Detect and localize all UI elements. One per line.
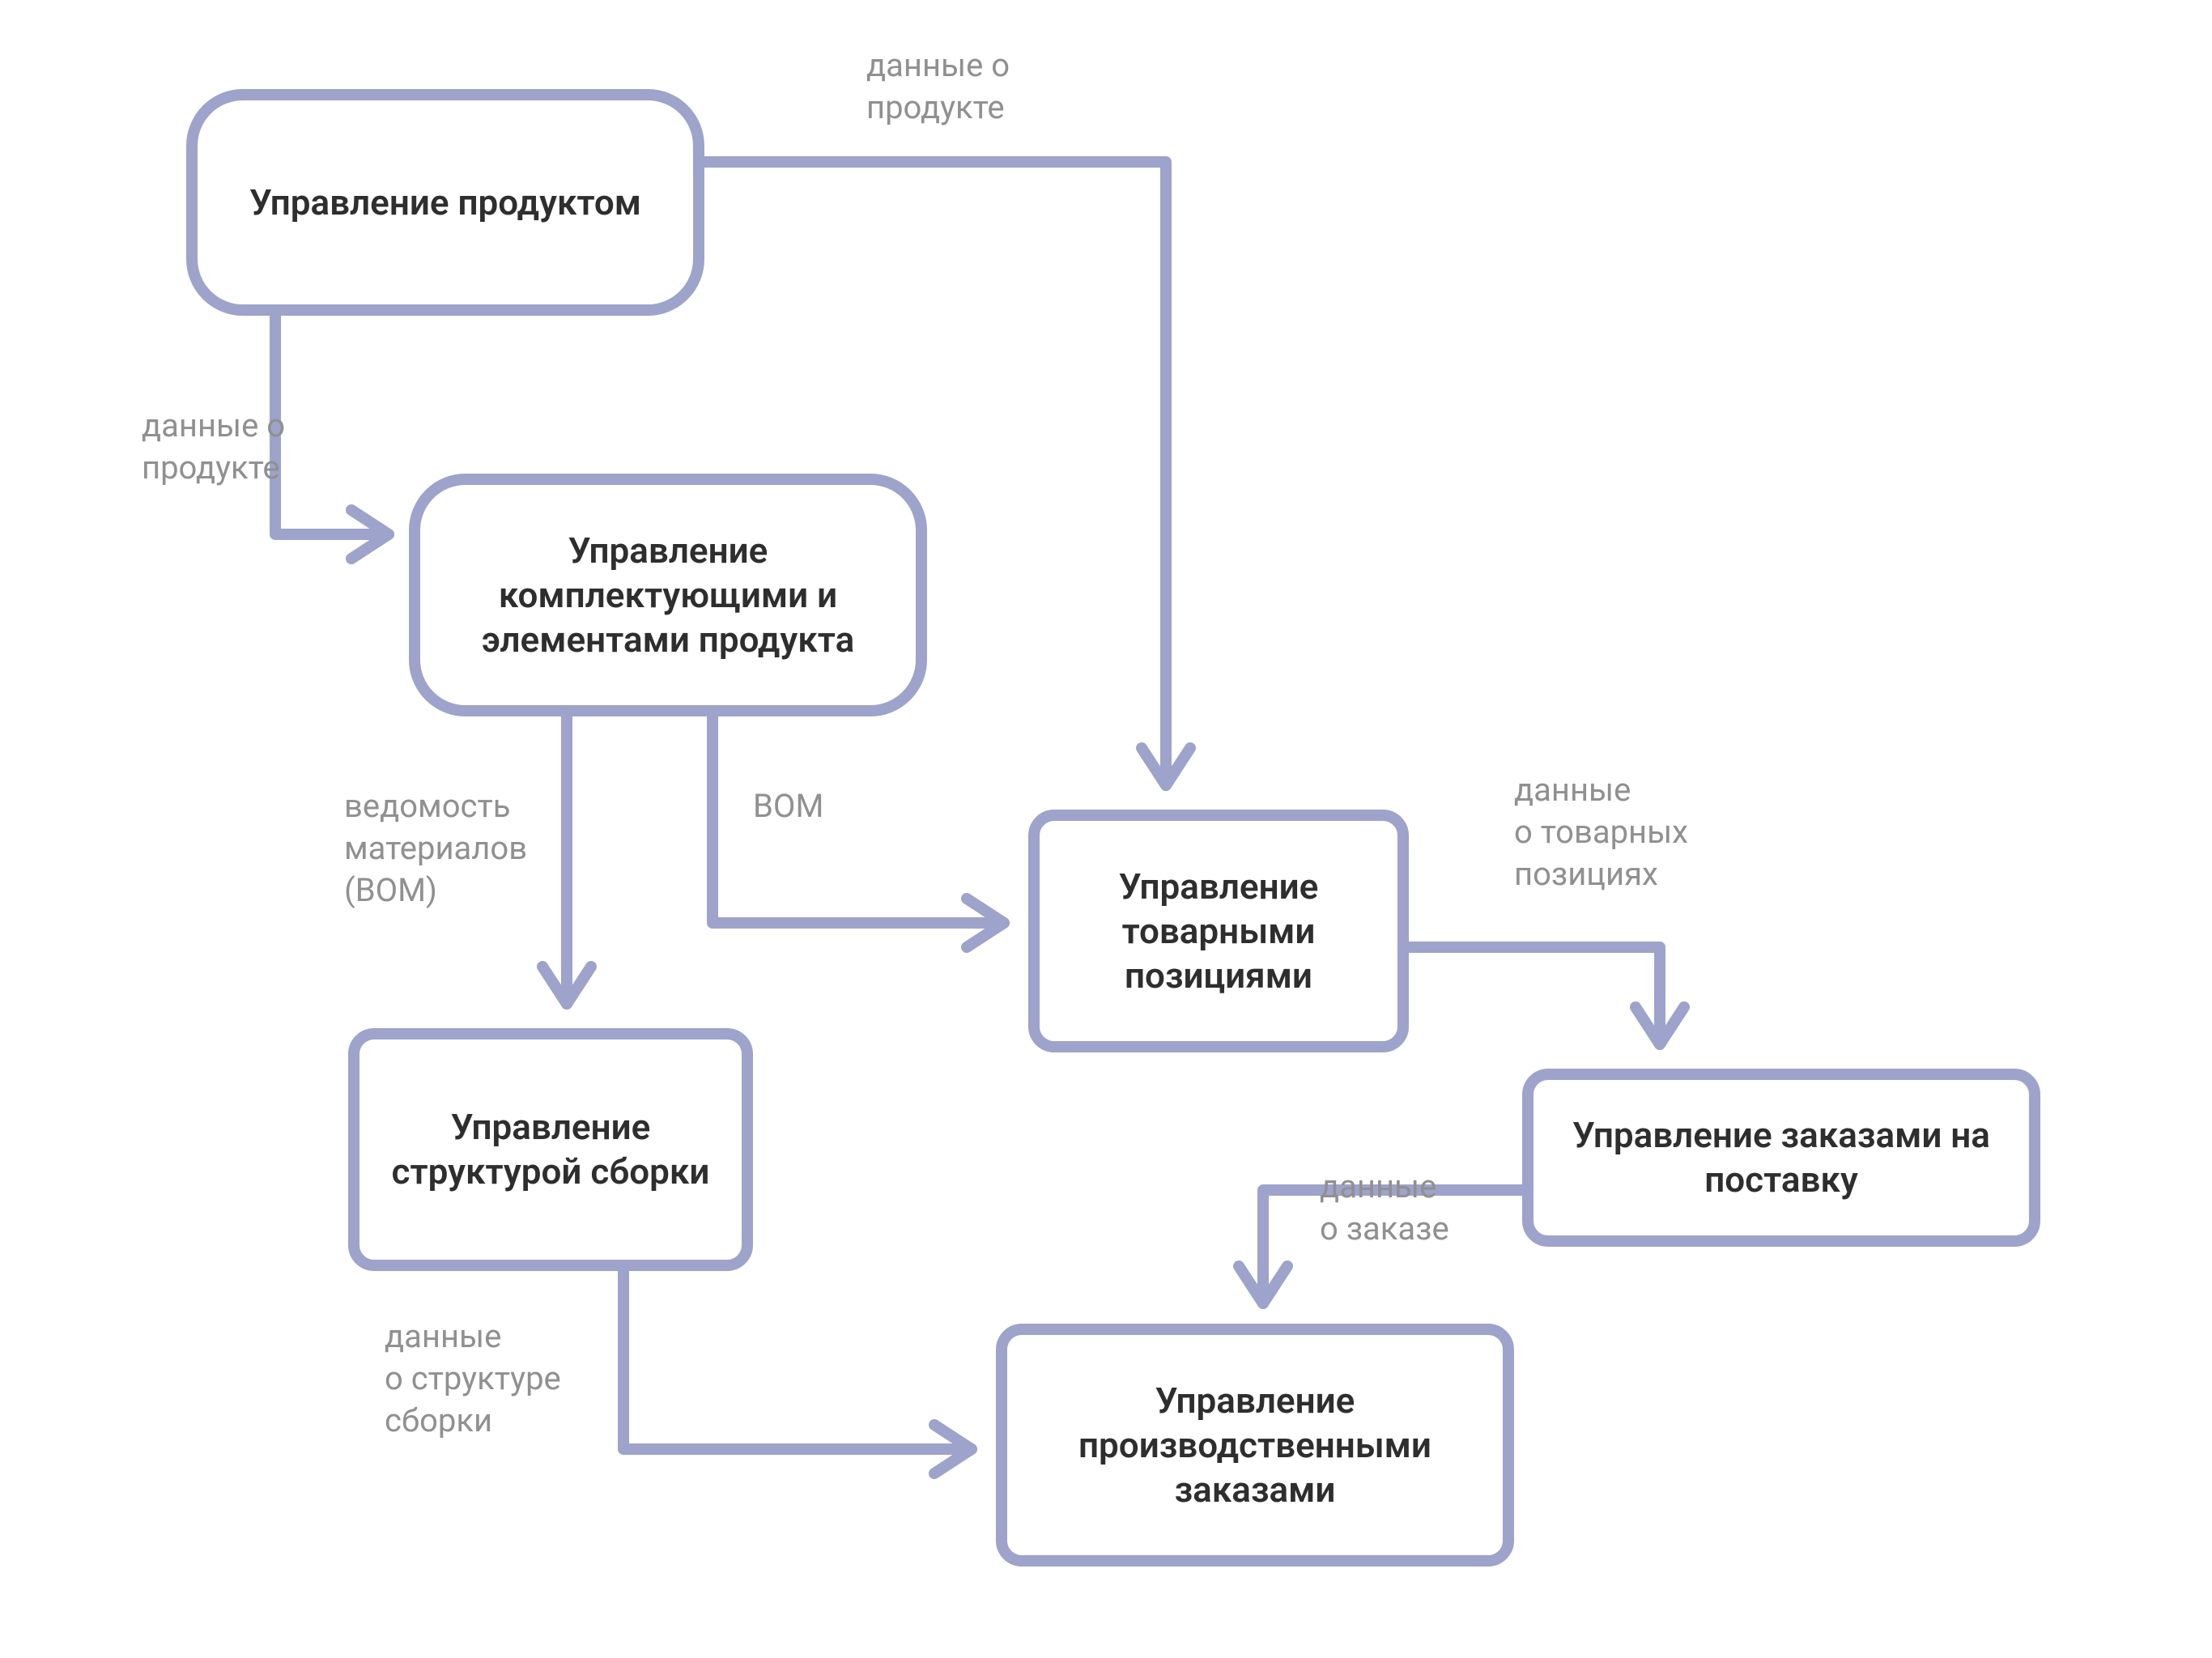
- flowchart-canvas: данные о продукте данные о продукте ведомо…: [0, 0, 2212, 1658]
- node-n3: Управление товарными позициями: [1028, 810, 1409, 1052]
- node-label-n1: Управление продуктом: [249, 181, 641, 225]
- node-label-n4: Управление структурой сборки: [384, 1105, 717, 1194]
- edge-label-e1: данные о продукте: [142, 405, 285, 489]
- edge-label-e2: данные о продукте: [866, 45, 1010, 129]
- node-label-n5: Управление заказами на поставку: [1558, 1113, 2005, 1202]
- edge-label-e5: данные о товарных позициях: [1514, 769, 1688, 895]
- node-n2: Управление комплектующими и элементами п…: [409, 474, 927, 716]
- node-label-n2: Управление комплектующими и элементами п…: [445, 529, 891, 662]
- node-label-n6: Управление производственными заказами: [1032, 1379, 1478, 1512]
- node-n6: Управление производственными заказами: [996, 1324, 1514, 1567]
- node-n4: Управление структурой сборки: [348, 1028, 753, 1271]
- node-n1: Управление продуктом: [186, 89, 704, 316]
- node-n5: Управление заказами на поставку: [1522, 1069, 2040, 1247]
- edge-label-e7: данные о структуре сборки: [385, 1316, 561, 1442]
- edge-label-e4: BOM: [753, 785, 823, 827]
- edge-label-e6: данные о заказе: [1320, 1166, 1449, 1250]
- edge-label-e3: ведомость материалов (BOM): [344, 785, 527, 912]
- node-label-n3: Управление товарными позициями: [1064, 865, 1373, 998]
